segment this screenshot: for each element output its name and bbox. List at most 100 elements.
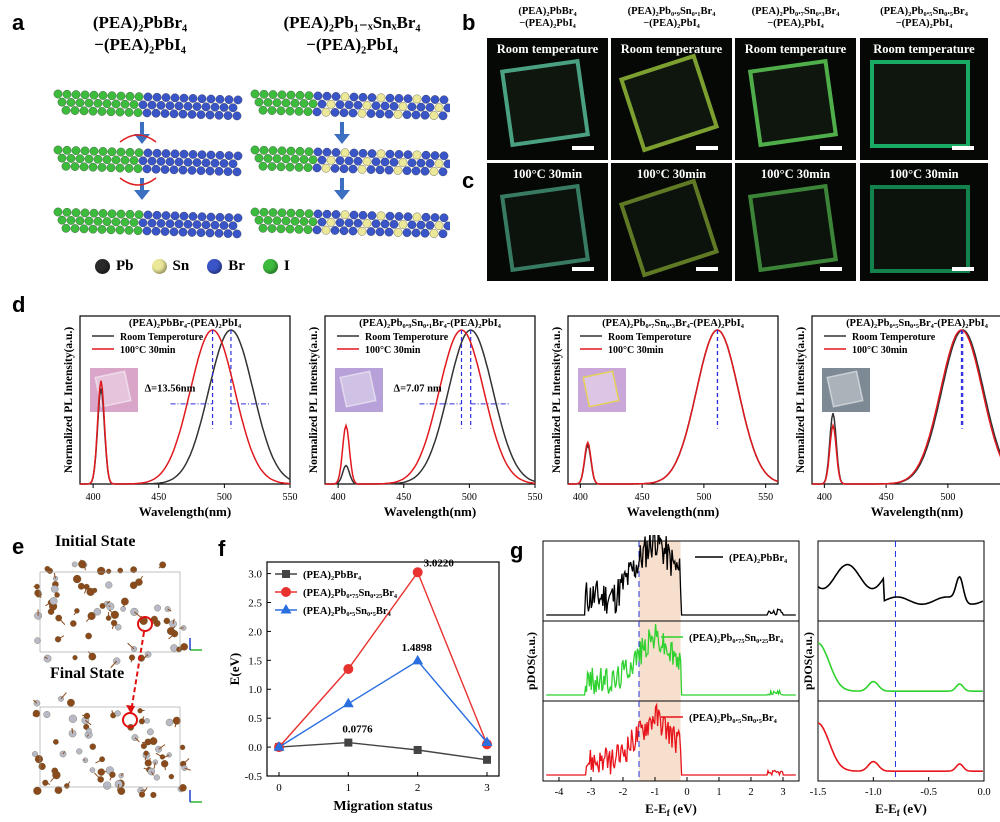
atom <box>326 155 336 165</box>
atom <box>394 150 404 159</box>
atom <box>398 102 408 111</box>
atom <box>348 226 358 236</box>
x-tick-label: -1 <box>651 787 660 798</box>
atom <box>197 150 207 160</box>
y-axis-label: Normalized PL Intensity(a.u.) <box>63 327 75 473</box>
atom <box>70 162 80 171</box>
atom <box>116 209 126 219</box>
atom <box>192 158 202 167</box>
atom <box>70 224 80 233</box>
atom <box>117 787 126 795</box>
atom <box>34 755 43 764</box>
atom <box>150 791 157 798</box>
bond <box>153 762 156 769</box>
atom <box>70 106 80 115</box>
atom <box>335 218 345 227</box>
x-tick-label: 550 <box>758 492 773 503</box>
atom <box>210 158 220 168</box>
atom <box>267 224 277 233</box>
atom <box>411 228 421 238</box>
bond <box>52 606 55 609</box>
pdos-curve-right-2 <box>817 642 983 692</box>
atom <box>375 109 385 119</box>
atom <box>57 97 67 107</box>
atom <box>152 759 159 765</box>
atom <box>143 750 149 756</box>
atom <box>206 150 216 160</box>
atom <box>206 94 216 104</box>
atom <box>263 216 273 225</box>
unit-cell <box>39 706 181 788</box>
atom <box>232 167 242 177</box>
arrow-down-icon <box>334 122 350 144</box>
atom <box>232 111 242 121</box>
atom <box>169 620 177 628</box>
atom <box>196 228 206 238</box>
atom <box>180 643 188 651</box>
atom <box>125 210 135 219</box>
atom <box>407 102 417 112</box>
y-axis-label: Normalized PL Intensity(a.u.) <box>551 327 563 473</box>
atom <box>228 221 238 231</box>
bond <box>158 564 163 569</box>
atom <box>153 774 160 781</box>
scale-bar <box>952 146 974 150</box>
bond <box>127 642 135 650</box>
bond <box>73 610 78 616</box>
atom <box>393 166 403 175</box>
sample-flake <box>499 58 591 148</box>
atom <box>170 93 180 103</box>
atom <box>219 159 229 168</box>
atom <box>98 209 108 218</box>
atom <box>425 221 435 230</box>
spectrum-line-ht <box>568 329 779 485</box>
photo-label: Room temperature <box>496 42 599 56</box>
atom <box>151 108 161 118</box>
atom <box>188 212 198 221</box>
atom <box>66 154 76 163</box>
atom-pb-icon <box>95 259 110 274</box>
atom <box>178 227 188 237</box>
atom <box>120 99 130 109</box>
scale-bar <box>696 146 718 150</box>
legend-label: (PEA)₂Pb₀.₅Sn₀.₅Br₄ <box>303 606 392 617</box>
y-axis-label-left: pDOS(a.u.) <box>524 632 538 690</box>
scale-bar <box>820 146 842 150</box>
atom <box>308 217 318 227</box>
photo-room-3: Room temperature <box>735 38 856 160</box>
spectrum-line-ht <box>812 329 1000 485</box>
atom <box>62 207 72 217</box>
header-line1: (PEA)₂PbBr₄ <box>518 6 577 17</box>
inset-flake <box>339 370 377 408</box>
atom <box>215 212 225 222</box>
atom <box>290 98 300 108</box>
photo-heated-2: 100°C 30min <box>611 163 732 281</box>
atom-slab <box>250 207 450 239</box>
atom <box>299 217 309 226</box>
legend-label: (PEA)₂Pb₀.₇₅Sn₀.₂₅Br₄ <box>689 633 784 644</box>
photo-column-header: (PEA)₂PbBr₄ −(PEA)₂PbI₄ <box>487 6 608 30</box>
atom <box>366 165 376 174</box>
x-tick-label: 3 <box>780 787 785 798</box>
bond <box>85 615 92 622</box>
header-line2: −(PEA)₂PbI₄ <box>767 18 824 29</box>
x-axis-label-main: E-E <box>645 801 667 816</box>
bond <box>144 754 147 761</box>
y-tick-label: 1.5 <box>248 655 262 667</box>
legend-item-pb: Pb <box>95 258 134 275</box>
atom <box>330 226 340 235</box>
atom <box>79 561 87 569</box>
bond <box>95 758 103 764</box>
atom <box>233 95 243 105</box>
subplot-title: (PEA)₂PbBr₄-(PEA)₂PbI₄ <box>129 318 242 329</box>
atom <box>201 158 211 168</box>
legend-marker <box>280 604 292 614</box>
atom <box>106 225 116 235</box>
atom <box>128 654 136 661</box>
x-axis-label-sub: f <box>897 808 901 818</box>
sample-flake <box>870 60 970 148</box>
atom <box>340 92 350 102</box>
atom <box>434 159 444 169</box>
x-tick-label: 400 <box>573 492 588 503</box>
atom <box>103 781 112 790</box>
